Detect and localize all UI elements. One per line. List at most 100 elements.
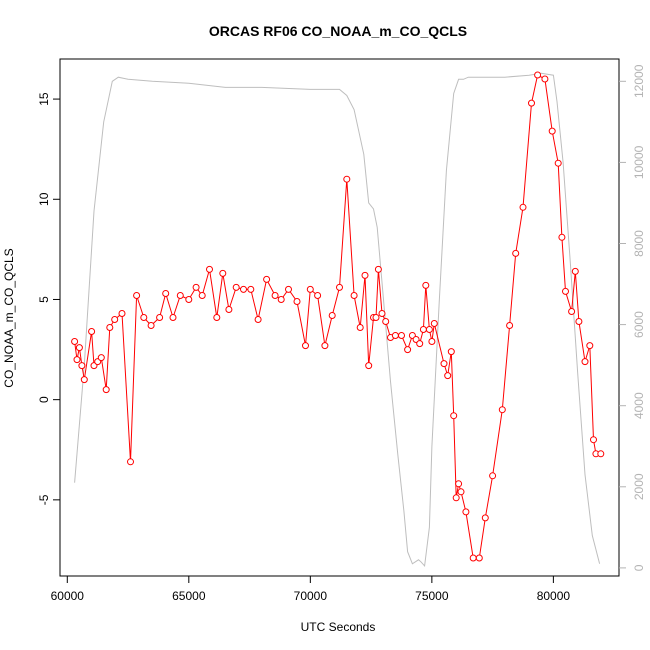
data-point (127, 458, 134, 466)
plot-frame (59, 58, 620, 577)
data-point (147, 322, 155, 329)
data-point (314, 292, 322, 299)
data-point (75, 344, 83, 352)
data-point (452, 494, 460, 502)
data-point (133, 292, 141, 299)
data-point (106, 324, 114, 331)
data-point (398, 332, 405, 339)
data-point (590, 436, 597, 444)
data-point (391, 332, 399, 339)
data-point (568, 308, 576, 315)
chart-title: ORCAS RF06 CO_NOAA_m_CO_QCLS (209, 23, 467, 39)
data-point (519, 203, 527, 211)
data-point (277, 296, 285, 303)
data-point (481, 514, 489, 522)
data-point (293, 298, 301, 305)
data-point (404, 346, 412, 354)
data-point (232, 283, 240, 291)
data-point (328, 312, 336, 319)
data-point (597, 450, 605, 458)
co-series-line (74, 74, 601, 559)
data-point (361, 271, 369, 279)
data-point (263, 275, 271, 283)
data-point (581, 358, 589, 366)
data-point (306, 285, 314, 293)
y-tick-label: 15 (37, 92, 51, 106)
data-point (156, 314, 164, 321)
data-point (97, 354, 105, 362)
data-point (440, 360, 448, 368)
data-point (102, 386, 110, 394)
data-point (71, 338, 79, 345)
data-point (206, 265, 213, 273)
data-point (80, 376, 88, 384)
data-point (247, 285, 255, 293)
data-point (562, 287, 569, 295)
data-point (558, 233, 566, 241)
data-point (512, 249, 520, 257)
data-point (111, 316, 119, 323)
y-tick-label: 5 (37, 296, 51, 303)
data-point (575, 318, 583, 325)
data-point (506, 322, 514, 329)
data-point (365, 362, 373, 370)
y-tick-label: -5 (37, 494, 51, 505)
x-axis-title: UTC Seconds (301, 620, 376, 634)
data-point (419, 326, 427, 333)
altitude-line (74, 72, 601, 568)
data-point (88, 328, 96, 335)
data-point (498, 406, 506, 414)
data-point (430, 320, 438, 327)
data-point (176, 292, 184, 299)
data-point (378, 310, 386, 317)
data-point (447, 348, 455, 356)
data-point (78, 362, 86, 370)
data-point (192, 283, 200, 291)
y2-tick-label: 0 (632, 564, 646, 571)
data-point (213, 314, 221, 321)
data-point (425, 326, 433, 333)
series-layer (71, 71, 605, 568)
y2-tick-label: 8000 (632, 230, 646, 257)
y2-tick-label: 6000 (632, 311, 646, 338)
data-point (444, 372, 452, 380)
x-tick-label: 60000 (51, 589, 85, 603)
data-point (219, 269, 227, 277)
data-point (162, 290, 170, 297)
data-point (462, 508, 470, 516)
x-tick-label: 70000 (294, 589, 328, 603)
data-point (428, 338, 436, 345)
data-point (185, 296, 193, 303)
data-point (534, 71, 542, 79)
data-point (382, 318, 390, 325)
y-tick-label: 0 (37, 396, 51, 403)
data-point (372, 314, 380, 321)
data-point (489, 472, 497, 480)
data-point (198, 292, 206, 299)
data-point (240, 285, 247, 293)
data-point (422, 281, 430, 289)
y2-tick-label: 12000 (632, 64, 646, 98)
data-point (548, 127, 556, 135)
data-point (586, 342, 594, 350)
y2-tick-label: 2000 (632, 473, 646, 500)
data-point (73, 356, 81, 364)
data-point (140, 314, 148, 321)
data-point (469, 554, 477, 562)
data-point (169, 314, 177, 321)
data-point (350, 292, 358, 299)
x-tick-label: 65000 (172, 589, 206, 603)
data-point (450, 412, 458, 420)
data-point (554, 159, 562, 167)
data-point (225, 306, 233, 313)
y2-tick-label: 10000 (632, 145, 646, 179)
data-point (118, 310, 126, 317)
y-tick-label: 10 (37, 192, 51, 206)
data-point (343, 175, 351, 183)
x-tick-label: 80000 (537, 589, 571, 603)
data-point (271, 292, 279, 299)
y2-tick-label: 4000 (632, 392, 646, 419)
data-point (457, 488, 465, 496)
data-point (302, 342, 309, 350)
